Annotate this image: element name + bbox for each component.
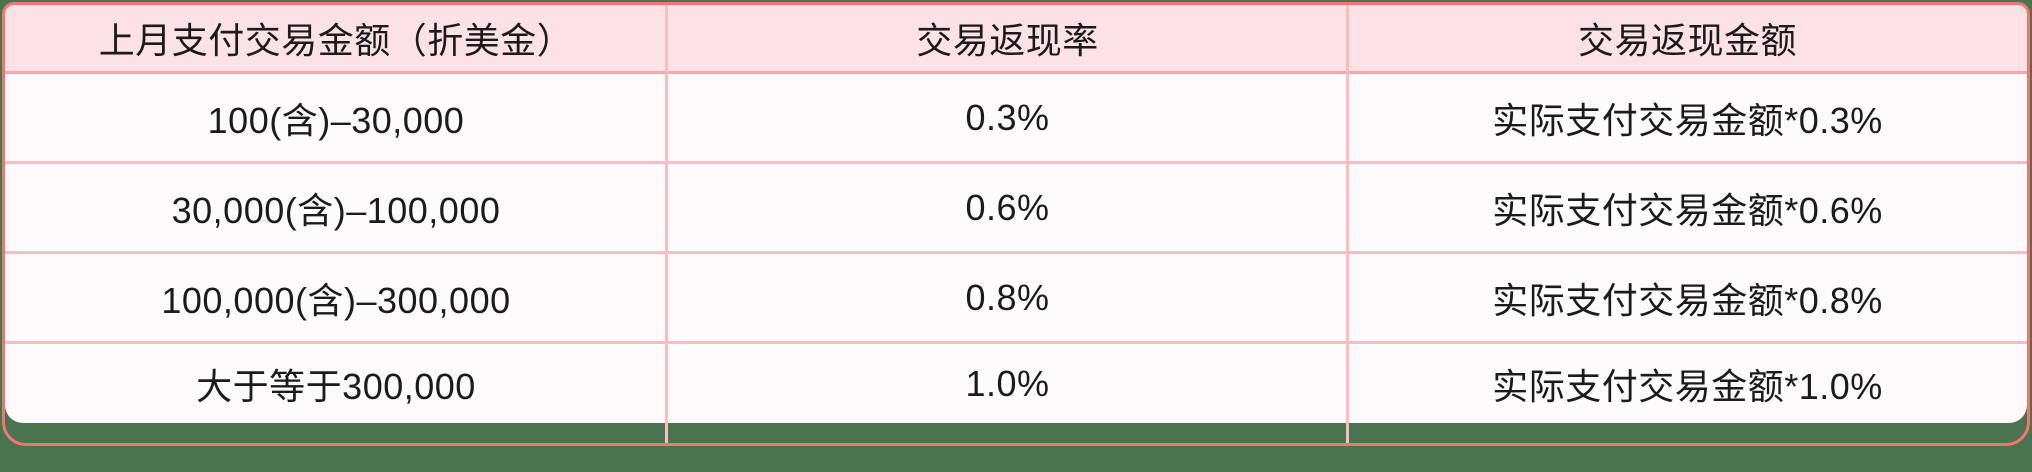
cell-cashback-rate: 0.8%: [965, 276, 1050, 318]
cell-cashback-rate: 0.3%: [965, 96, 1050, 138]
cell-amount-range: 大于等于300,000: [196, 365, 476, 407]
cell-cashback-rate: 1.0%: [965, 362, 1050, 404]
cell-amount-range: 100,000(含)–300,000: [161, 279, 511, 321]
table-row: 大于等于300,000 1.0% 实际支付交易金额*1.0%: [5, 344, 2027, 423]
column-header-cashback-rate: 交易返现率: [916, 20, 1099, 61]
cashback-tier-table: 上月支付交易金额（折美金） 交易返现率 交易返现金额 100(含)–30,000…: [2, 2, 2030, 446]
cell-amount-range: 100(含)–30,000: [207, 99, 465, 141]
cell-cashback-formula: 实际支付交易金额*1.0%: [1492, 365, 1883, 407]
table-header-row: 上月支付交易金额（折美金） 交易返现率 交易返现金额: [5, 5, 2027, 74]
cell-cashback-formula: 实际支付交易金额*0.6%: [1492, 189, 1883, 231]
cell-amount-range: 30,000(含)–100,000: [171, 189, 501, 231]
table-row: 100,000(含)–300,000 0.8% 实际支付交易金额*0.8%: [5, 254, 2027, 344]
cell-cashback-formula: 实际支付交易金额*0.8%: [1492, 279, 1883, 321]
table-body: 100(含)–30,000 0.3% 实际支付交易金额*0.3% 30,000(含)–…: [5, 74, 2027, 423]
table-row: 100(含)–30,000 0.3% 实际支付交易金额*0.3%: [5, 74, 2027, 164]
table-row: 30,000(含)–100,000 0.6% 实际支付交易金额*0.6%: [5, 164, 2027, 254]
cell-cashback-rate: 0.6%: [965, 186, 1050, 228]
column-header-cashback-amount: 交易返现金额: [1577, 20, 1797, 61]
cell-cashback-formula: 实际支付交易金额*0.3%: [1492, 99, 1883, 141]
column-header-last-month-amount: 上月支付交易金额（折美金）: [98, 20, 574, 61]
